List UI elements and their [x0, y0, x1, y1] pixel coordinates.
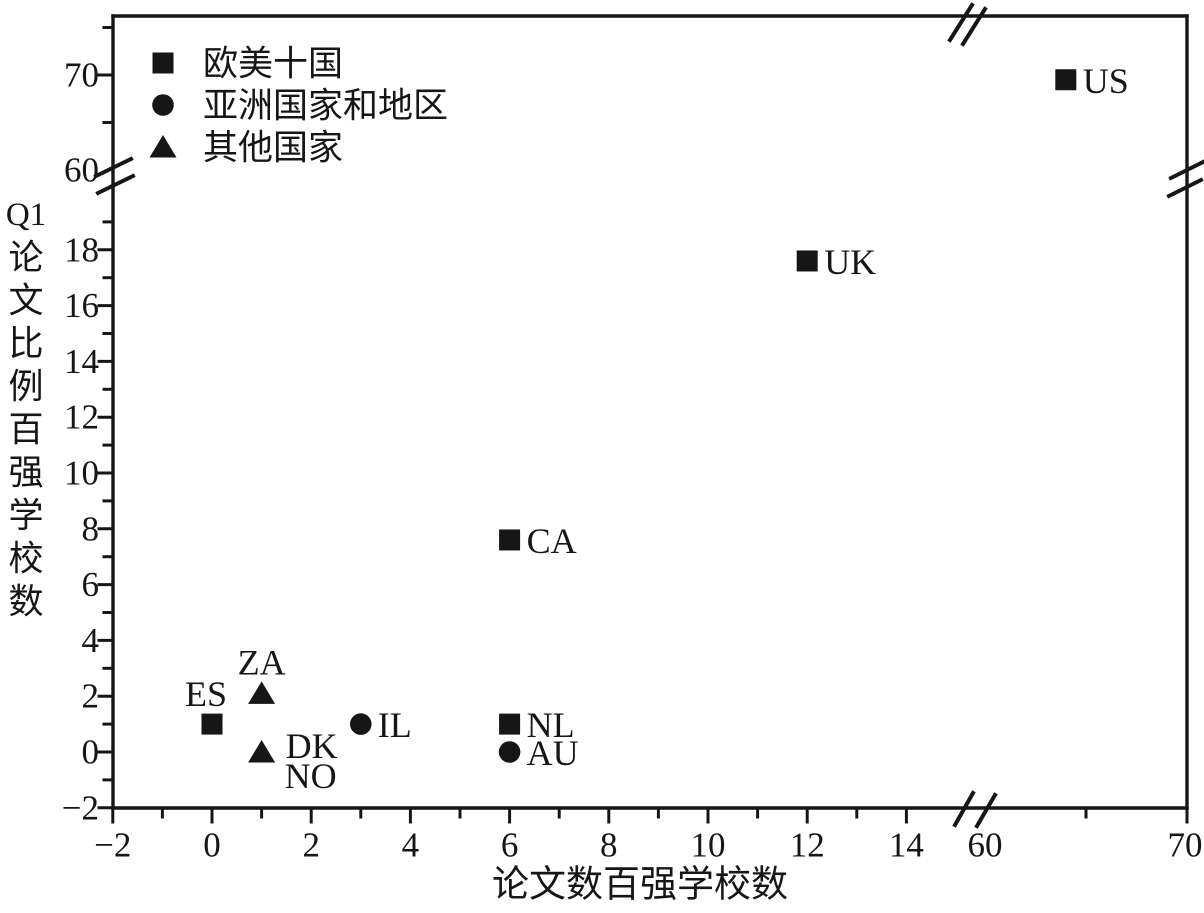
point-CA: CA — [499, 521, 577, 561]
legend-item: 其他国家 — [149, 129, 343, 168]
y-axis-title-char: 例 — [8, 368, 43, 407]
y-tick-label: 60 — [64, 151, 99, 190]
y-tick-label: 0 — [82, 733, 100, 772]
y-axis-ticks: −2 0 2 4 6 8 10 12 14 16 18 60 70 — [62, 26, 115, 827]
x-tick-label: 8 — [600, 826, 618, 865]
point-label: ES — [185, 674, 227, 714]
x-tick-label: 6 — [501, 826, 519, 865]
point-label: IL — [378, 705, 412, 745]
y-tick-label: 16 — [64, 286, 99, 325]
x-tick-label: 70 — [1168, 826, 1203, 865]
point-label: AU — [527, 733, 579, 773]
y-axis-title-char: 校 — [8, 540, 43, 579]
y-tick-label: 70 — [64, 56, 99, 95]
point-label: US — [1083, 61, 1129, 101]
point-label: NO — [285, 756, 337, 796]
point-ES: ES — [185, 674, 227, 735]
y-axis-title-char: 论 — [8, 239, 43, 278]
x-tick-label: 4 — [402, 826, 420, 865]
axis-break-marks — [93, 2, 1204, 829]
point-ZA: ZA — [238, 642, 286, 704]
square-marker — [796, 250, 818, 272]
point-US: US — [1055, 61, 1129, 101]
point-DK: DK — [248, 726, 338, 766]
point-AU: AU — [498, 733, 579, 773]
point-label: ZA — [238, 642, 286, 682]
point-label: CA — [527, 521, 577, 561]
legend-label: 亚洲国家和地区 — [203, 87, 448, 126]
x-tick-label: 2 — [302, 826, 320, 865]
y-axis-break-slash — [93, 156, 134, 179]
legend-item: 亚洲国家和地区 — [152, 87, 448, 126]
x-tick-label: −2 — [94, 826, 131, 865]
y-tick-label: 4 — [82, 621, 100, 660]
x-tick-label: 12 — [790, 826, 825, 865]
point-UK: UK — [796, 242, 876, 282]
legend-item: 欧美十国 — [152, 45, 343, 84]
right-border-break-slash — [1166, 177, 1204, 199]
plot-frame — [111, 14, 1189, 810]
x-axis-break-slash — [952, 790, 976, 828]
y-tick-label: 2 — [82, 677, 100, 716]
x-tick-label: 60 — [968, 826, 1003, 865]
y-axis-break-slash — [95, 173, 136, 196]
circle-marker — [350, 713, 372, 735]
x-axis-title: 论文数百强学校数 — [492, 864, 788, 906]
point-label: NL — [527, 705, 575, 745]
y-tick-label: 10 — [64, 454, 99, 493]
legend-square-icon — [152, 52, 174, 74]
top-border-break-slash — [960, 6, 988, 47]
x-tick-label: 14 — [889, 826, 924, 865]
triangle-marker — [248, 681, 276, 704]
y-tick-label: 14 — [64, 342, 99, 381]
x-tick-label: 10 — [691, 826, 726, 865]
x-tick-label: 0 — [203, 826, 221, 865]
point-label: DK — [286, 726, 338, 766]
point-NO: NO — [285, 756, 337, 796]
square-marker — [499, 529, 521, 551]
y-axis-title-char: 文 — [8, 282, 43, 321]
y-tick-label: 6 — [82, 565, 100, 604]
y-axis-title-char: 数 — [8, 583, 43, 622]
y-axis-title-char: 学 — [8, 497, 43, 536]
square-marker — [499, 713, 521, 735]
point-label: UK — [824, 242, 876, 282]
triangle-marker — [248, 740, 276, 763]
point-NL: NL — [499, 705, 575, 745]
legend-circle-icon — [152, 94, 174, 116]
y-tick-label: −2 — [62, 788, 99, 827]
y-tick-label: 18 — [64, 230, 99, 269]
y-tick-label: 12 — [64, 398, 99, 437]
x-axis-ticks: −2 0 2 4 6 8 10 12 14 60 70 — [94, 806, 1203, 865]
x-axis-break-slash — [974, 792, 998, 829]
square-marker — [201, 713, 223, 735]
right-border-break-slash — [1168, 159, 1204, 181]
y-axis-title-char: Q1 — [6, 197, 46, 233]
y-tick-label: 8 — [82, 509, 100, 548]
legend-label: 其他国家 — [203, 129, 343, 168]
y-axis-title-char: 百 — [8, 411, 43, 450]
circle-marker — [498, 741, 521, 763]
legend-label: 欧美十国 — [203, 45, 343, 84]
y-axis-title-char: 强 — [8, 454, 43, 493]
point-IL: IL — [350, 705, 412, 745]
top-border-break-slash — [947, 2, 975, 43]
square-marker — [1055, 69, 1077, 91]
legend-triangle-icon — [149, 135, 177, 158]
y-axis-title-char: 比 — [8, 325, 43, 364]
